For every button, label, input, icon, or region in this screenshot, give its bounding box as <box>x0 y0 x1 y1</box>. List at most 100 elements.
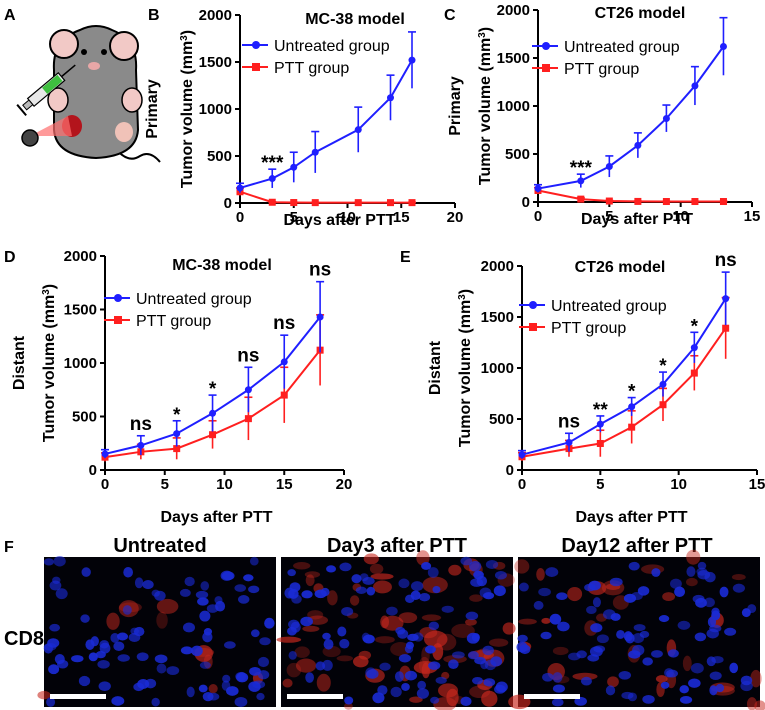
nucleus <box>616 629 625 639</box>
x-tick-label: 10 <box>670 476 687 493</box>
nucleus <box>697 561 707 570</box>
nucleus <box>243 574 254 582</box>
cd8-signal <box>421 662 431 679</box>
nucleus <box>323 638 334 650</box>
data-point <box>634 141 642 149</box>
data-point <box>691 82 699 90</box>
data-point <box>719 42 727 50</box>
legend-label: Untreated group <box>551 298 667 315</box>
nucleus <box>709 671 722 681</box>
cd8-signal <box>369 563 384 575</box>
nucleus <box>494 571 507 580</box>
nucleus <box>197 597 209 606</box>
cd8-signal <box>421 614 442 621</box>
nucleus <box>729 662 739 674</box>
nucleus <box>180 646 193 655</box>
data-point <box>628 403 636 411</box>
nucleus <box>410 581 424 592</box>
data-point <box>244 415 252 423</box>
y-axis-label: Tumor volume (mm3) <box>477 27 495 185</box>
legend-label: PTT group <box>564 61 639 78</box>
data-point <box>244 386 252 394</box>
chart-mc38-distant: 0 500 1000 1500 2000 0 5 10 15 20 Days after PTT Di… <box>11 248 352 526</box>
y-tick-label: 0 <box>89 462 97 479</box>
cd8-signal <box>156 611 168 629</box>
data-point <box>290 163 298 171</box>
nucleus <box>432 585 441 594</box>
mouse-paw-left <box>47 87 69 113</box>
nucleus <box>288 650 297 660</box>
nucleus <box>623 593 637 603</box>
cd8-signal <box>349 595 360 606</box>
nucleus <box>460 556 473 566</box>
tumor-distant <box>115 122 133 142</box>
row-label: Primary <box>447 76 464 136</box>
significance-label: * <box>691 316 699 337</box>
nucleus <box>421 562 432 570</box>
cd8-signal <box>567 586 583 602</box>
nucleus <box>237 595 250 604</box>
nucleus <box>538 587 551 597</box>
panel-letter-c: C <box>444 7 456 24</box>
nucleus <box>156 663 167 674</box>
nucleus <box>110 632 120 643</box>
nucleus <box>377 685 388 696</box>
legend-label: PTT group <box>551 320 626 337</box>
cd8-signal <box>607 676 619 688</box>
y-tick-label: 500 <box>207 148 232 165</box>
nucleus <box>697 570 711 580</box>
data-point <box>311 199 319 207</box>
nucleus <box>469 561 482 572</box>
x-tick-label: 15 <box>393 209 410 226</box>
nucleus <box>428 621 440 631</box>
nucleus <box>690 663 704 674</box>
nucleus <box>404 594 415 604</box>
nucleus <box>519 582 529 592</box>
x-axis-label: Days after PTT <box>160 509 272 526</box>
nucleus <box>362 634 375 644</box>
x-tick-label: 5 <box>161 476 169 493</box>
nucleus <box>113 641 125 652</box>
chart-title: CT26 model <box>575 259 666 276</box>
nucleus <box>490 656 503 667</box>
data-point <box>565 438 573 446</box>
legend-label: Untreated group <box>274 38 390 55</box>
data-point <box>596 420 604 428</box>
panel-letter-d: D <box>4 249 16 266</box>
nucleus <box>341 606 354 617</box>
nucleus <box>667 649 679 658</box>
nucleus <box>677 620 691 630</box>
nucleus <box>351 574 362 584</box>
laser-beam <box>30 116 72 136</box>
nucleus <box>519 644 531 655</box>
data-point <box>316 313 324 321</box>
nucleus <box>719 586 729 598</box>
micrograph-panel: Untreated Day3 after PTT Day12 after PTT… <box>4 535 765 710</box>
nucleus <box>542 672 554 682</box>
nucleus <box>540 631 552 640</box>
nucleus <box>215 600 226 612</box>
nucleus <box>483 678 496 687</box>
nucleus <box>290 621 301 633</box>
nucleus <box>344 696 354 705</box>
data-point <box>534 185 542 193</box>
nucleus <box>639 630 650 638</box>
chart-title: MC-38 model <box>172 257 272 274</box>
nucleus <box>397 629 409 639</box>
mouse-nose <box>88 62 100 70</box>
cd8-signal <box>481 690 498 707</box>
nucleus <box>366 586 376 596</box>
micrograph-background <box>44 557 276 707</box>
x-tick-label: 5 <box>596 476 604 493</box>
data-point <box>662 198 670 206</box>
significance-label: *** <box>570 158 593 179</box>
nucleus <box>337 626 347 637</box>
nucleus <box>88 652 98 662</box>
nucleus <box>471 676 484 685</box>
nucleus <box>658 615 670 623</box>
data-point <box>722 295 730 303</box>
syringe-icon <box>16 64 76 117</box>
nucleus <box>186 686 195 698</box>
nucleus <box>256 692 265 701</box>
